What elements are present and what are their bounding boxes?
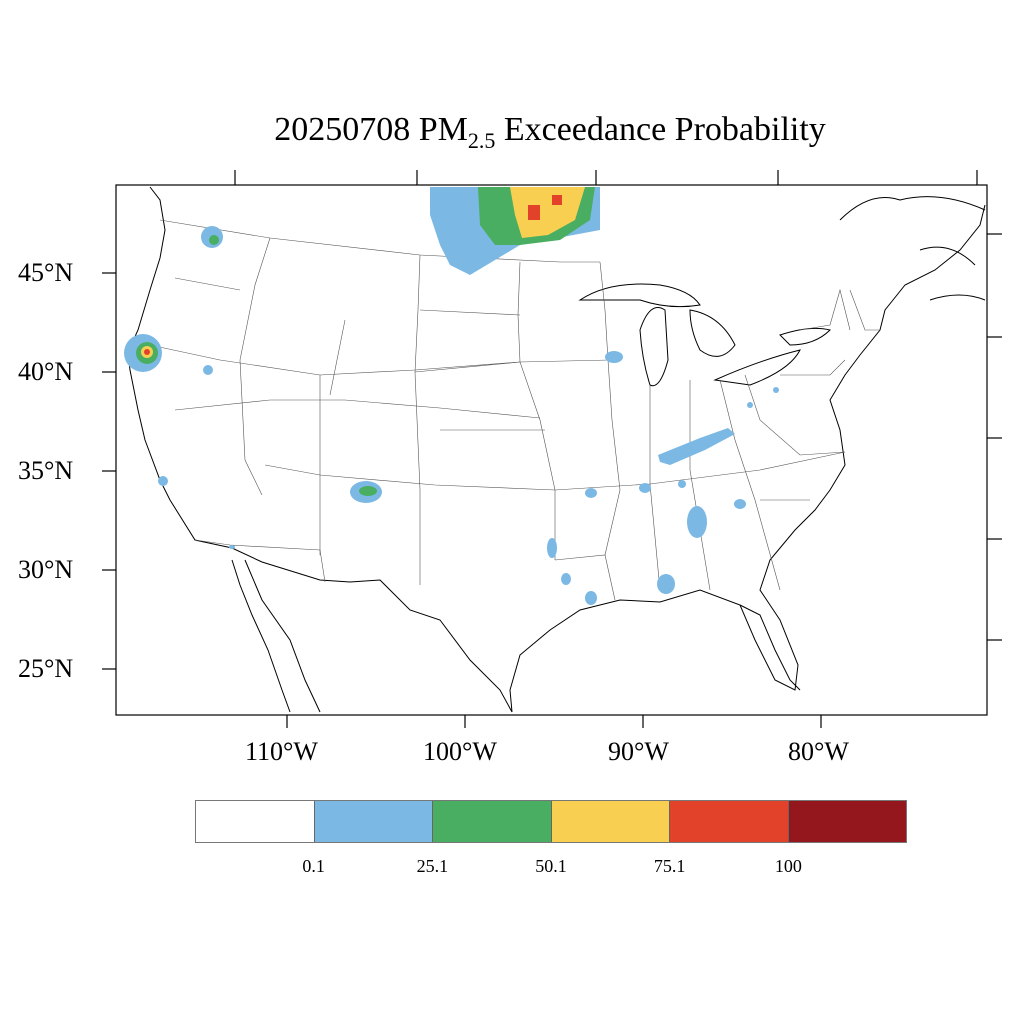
legend-label: 75.1	[653, 856, 686, 876]
patch-tennessee	[639, 483, 651, 493]
lon-label-110: 110°W	[245, 737, 318, 766]
lat-label-40: 40°N	[18, 357, 74, 386]
patch-so-cal	[158, 476, 168, 486]
legend-swatch	[551, 801, 670, 842]
patch-arkansas	[585, 488, 597, 498]
probability-patches	[124, 187, 779, 605]
patch-ga-west	[678, 480, 686, 488]
great-lakes	[578, 283, 831, 387]
lat-label-45: 45°N	[18, 258, 74, 287]
legend-swatch	[314, 801, 433, 842]
patch-wisconsin	[605, 351, 623, 363]
lon-label-100: 100°W	[423, 737, 497, 766]
patch-georgia	[734, 499, 746, 509]
color-legend	[195, 800, 907, 843]
legend-label: 25.1	[416, 856, 449, 876]
lat-label-35: 35°N	[18, 456, 74, 485]
patch-gulf-coast	[657, 574, 675, 594]
patch-texas-east	[561, 573, 571, 585]
florida	[739, 604, 801, 691]
legend-label: 0.1	[302, 856, 325, 876]
patch-louisiana	[585, 591, 597, 605]
lat-label-30: 30°N	[18, 555, 74, 584]
bottom-ticks	[286, 715, 822, 728]
legend-label: 100	[774, 856, 802, 876]
patch-nor-cal-red	[144, 349, 150, 355]
lon-label-80: 80°W	[788, 737, 849, 766]
patch-washington-green	[209, 235, 219, 245]
patch-az	[229, 545, 235, 549]
map-title: 20250708 PM2.5 Exceedance Probability	[274, 111, 826, 153]
patch-wv	[747, 402, 753, 408]
legend-label: 50.1	[535, 856, 567, 876]
right-ticks	[987, 233, 1002, 641]
patch-nevada	[203, 365, 213, 375]
legend-swatch	[670, 801, 789, 842]
legend-swatch	[788, 801, 906, 842]
patch-pa	[773, 387, 779, 393]
baja-coast	[231, 559, 321, 713]
north-dakota-red	[528, 195, 562, 220]
us-outline	[127, 186, 986, 713]
lat-label-25: 25°N	[18, 654, 74, 683]
map-frame	[115, 184, 988, 716]
lon-label-90: 90°W	[608, 737, 669, 766]
patch-ohio-valley	[658, 428, 735, 465]
top-ticks	[234, 170, 978, 185]
canada-coast	[839, 196, 986, 301]
state-boundaries	[149, 219, 880, 601]
left-ticks	[102, 272, 116, 670]
legend-swatch	[433, 801, 552, 842]
legend-swatch	[196, 801, 315, 842]
patch-alabama	[687, 506, 707, 538]
patch-texas-north	[547, 538, 557, 558]
patch-new-mexico-green	[359, 486, 377, 496]
north-dakota-yellow	[510, 187, 585, 238]
